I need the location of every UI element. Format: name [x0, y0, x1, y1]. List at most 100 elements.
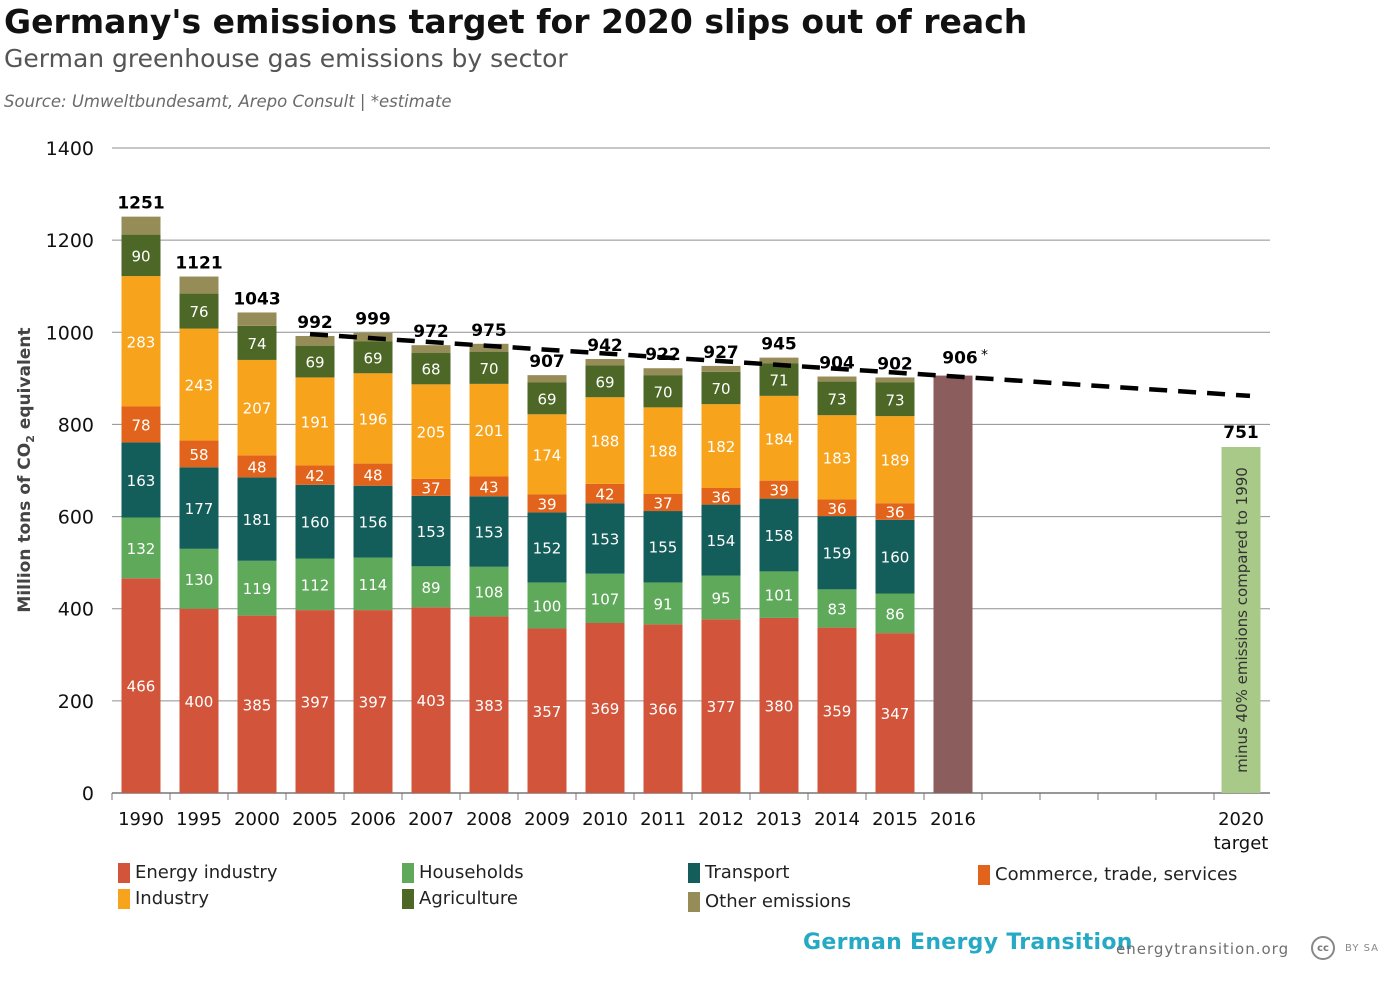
data-label: 189: [881, 452, 910, 470]
bar-segment: [585, 365, 625, 398]
chart-source: Source: Umweltbundesamt, Arepo Consult |…: [4, 92, 452, 111]
bar-segment: [121, 216, 161, 235]
data-label: 154: [707, 532, 736, 550]
total-label: 1043: [233, 289, 280, 309]
bar-segment: [817, 415, 857, 500]
data-label: 397: [301, 694, 330, 712]
brand-logo-text[interactable]: German Energy Transition: [803, 930, 1133, 955]
bar-segment: [411, 566, 451, 608]
data-label: 70: [711, 380, 730, 398]
target-note: minus 40% emissions compared to 1990: [1233, 467, 1251, 773]
data-label: 48: [247, 458, 266, 476]
bar-segment: [875, 503, 915, 520]
x-tick-label: 2015: [872, 809, 918, 830]
data-label: 182: [707, 438, 736, 456]
y-tick-label: 1200: [46, 230, 94, 252]
data-label: 188: [649, 443, 678, 461]
data-label: 152: [533, 539, 562, 557]
bar-segment: [643, 375, 683, 408]
data-label: 397: [359, 694, 388, 712]
x-tick-label: 2007: [408, 809, 454, 830]
data-label: 400: [185, 693, 214, 711]
total-label: 975: [471, 321, 507, 341]
data-label: 112: [301, 576, 330, 594]
bar-segment: [643, 624, 683, 793]
bar-segment: [295, 610, 335, 793]
data-label: 78: [131, 416, 150, 434]
bar-segment: [875, 382, 915, 417]
x-tick-label: 1990: [118, 809, 164, 830]
bar-segment: [295, 377, 335, 466]
bar-segment: [295, 484, 335, 559]
bar-segment: [875, 519, 915, 594]
bar-segment: [701, 371, 741, 405]
data-label: 76: [189, 303, 208, 321]
data-label: 377: [707, 698, 736, 716]
bar-segment: [179, 548, 219, 609]
bar-segment: [875, 416, 915, 504]
bar-segment: [411, 384, 451, 479]
bar-segment: [701, 404, 741, 489]
bar-segment: [817, 627, 857, 793]
bar-segment: [527, 494, 567, 513]
total-label: 907: [529, 352, 565, 372]
data-label: 369: [591, 700, 620, 718]
bar-segment: [759, 498, 799, 572]
bar-segment: [759, 363, 799, 396]
bar-segment: [527, 375, 567, 383]
license-text: BY SA: [1345, 942, 1379, 954]
data-label: 39: [769, 482, 788, 500]
bar-segment: [121, 406, 161, 443]
bar-segment: [875, 633, 915, 793]
bar-segment: [585, 573, 625, 623]
data-label: 73: [827, 390, 846, 408]
bar-segment: [701, 504, 741, 576]
data-label: 243: [185, 377, 214, 395]
bar-segment: [121, 276, 161, 407]
bar-segment: [643, 582, 683, 625]
total-label: 927: [703, 343, 739, 363]
data-label: 86: [885, 605, 904, 623]
bar-segment: [585, 397, 625, 484]
bar-segment: [643, 407, 683, 494]
estimate-marker: *: [981, 348, 988, 364]
data-label: 155: [649, 539, 678, 557]
data-label: 36: [827, 500, 846, 518]
data-label: 159: [823, 545, 852, 563]
bar-segment: [295, 558, 335, 611]
bar-segment: [817, 381, 857, 416]
bar-segment: [353, 341, 393, 374]
data-label: 37: [653, 495, 672, 513]
data-label: 130: [185, 571, 214, 589]
bar-segment: [295, 335, 335, 346]
data-label: 42: [305, 467, 324, 485]
bar-segment: [121, 234, 161, 277]
data-label: 36: [711, 488, 730, 506]
data-label: 160: [881, 549, 910, 567]
data-label: 101: [765, 587, 794, 605]
bar-segment: [759, 480, 799, 499]
total-label: 942: [587, 336, 623, 356]
data-label: 39: [537, 495, 556, 513]
data-label: 89: [421, 579, 440, 597]
bar-segment: [411, 607, 451, 793]
data-label: 114: [359, 576, 388, 594]
data-label: 207: [243, 400, 272, 418]
bar-segment: [469, 476, 509, 497]
x-tick-label: 2005: [292, 809, 338, 830]
data-label: 158: [765, 527, 794, 545]
bar-segment: [237, 477, 277, 561]
data-label: 91: [653, 595, 672, 613]
trend-line: [309, 331, 1251, 399]
creative-commons-icon: cc: [1311, 936, 1335, 960]
bar-segment: [469, 496, 509, 567]
bar-segment: [643, 368, 683, 376]
x-tick-label: 1995: [176, 809, 222, 830]
data-label: 132: [127, 540, 156, 558]
data-label: 383: [475, 697, 504, 715]
estimate-total-label: 906: [942, 349, 978, 369]
bar-segment: [585, 359, 625, 366]
y-tick-label: 1000: [46, 322, 94, 344]
bar-segment: [411, 495, 451, 567]
website-link[interactable]: energytransition.org: [1116, 940, 1290, 958]
